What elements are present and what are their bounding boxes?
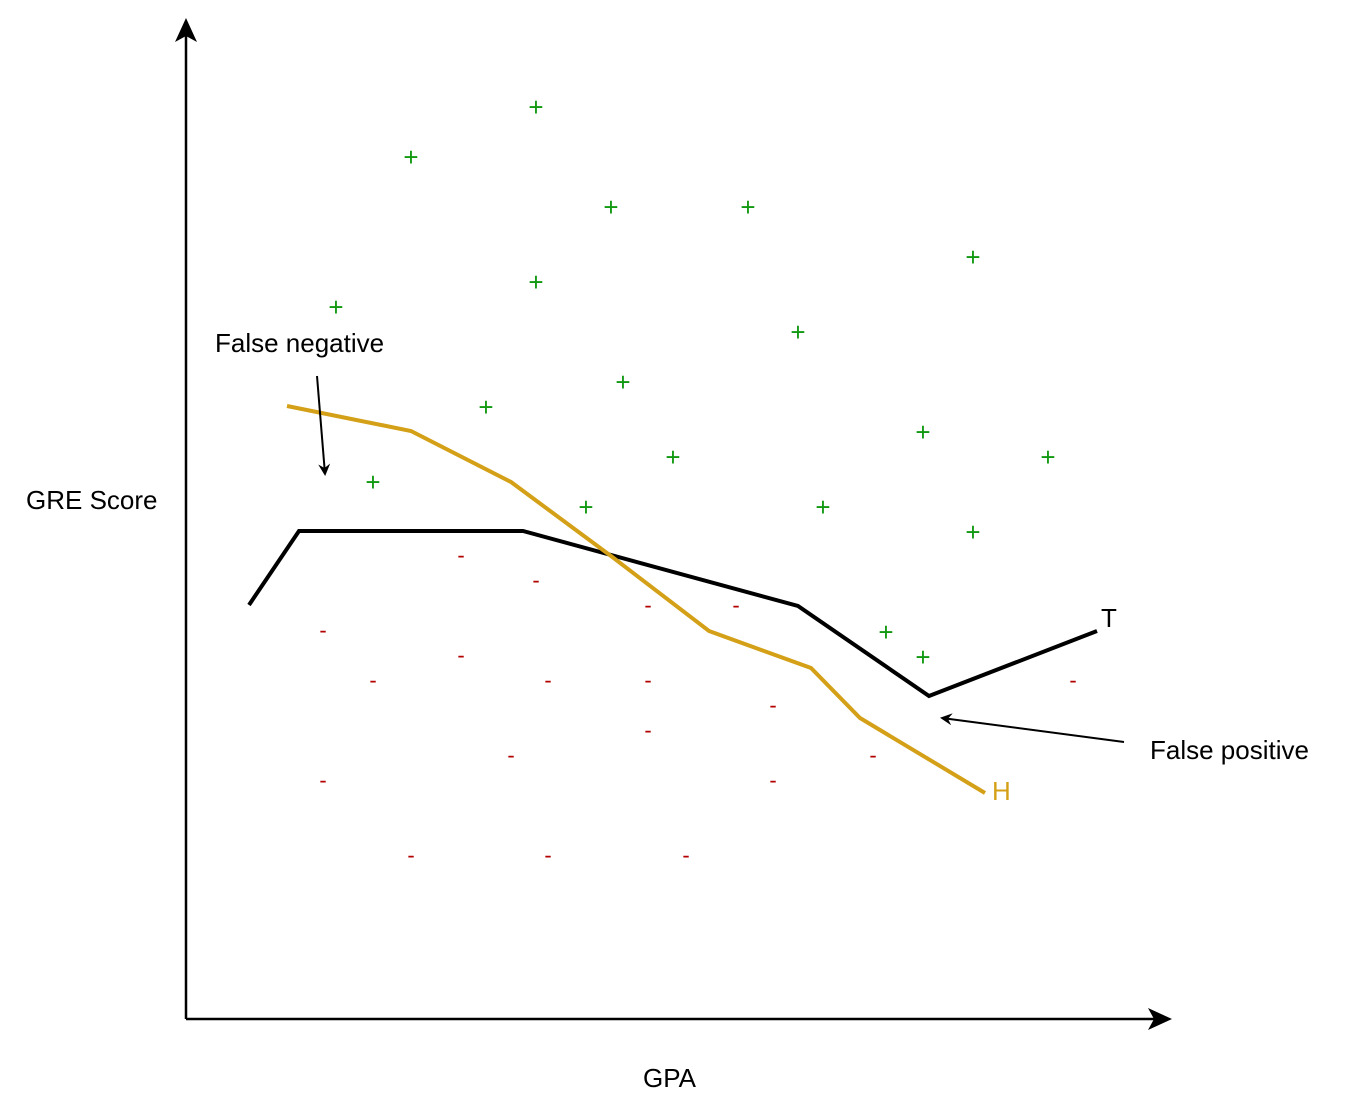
hypothesis-line-label: H (992, 776, 1011, 806)
positive-point: + (328, 292, 343, 322)
negative-point: - (644, 593, 651, 618)
negative-point: - (644, 718, 651, 743)
negative-point: - (407, 843, 414, 868)
positive-point: + (615, 367, 630, 397)
positive-point: + (915, 642, 930, 672)
negative-point: - (682, 843, 689, 868)
positive-point: + (403, 142, 418, 172)
negative-point: - (644, 668, 651, 693)
x-axis-arrowhead (1148, 1008, 1172, 1030)
positive-point: + (478, 392, 493, 422)
false-positive-arrow (940, 713, 1125, 743)
positive-point: + (1040, 442, 1055, 472)
negative-point: - (769, 693, 776, 718)
negative-point: - (457, 543, 464, 568)
negative-point: - (532, 568, 539, 593)
positive-point: + (528, 92, 543, 122)
positive-point: + (965, 242, 980, 272)
positive-point: + (740, 192, 755, 222)
positive-point: + (665, 442, 680, 472)
positive-point: + (790, 317, 805, 347)
positive-point: + (965, 517, 980, 547)
target-line-label: T (1101, 603, 1117, 633)
negative-point: - (869, 743, 876, 768)
hypothesis-boundary-line (286, 404, 987, 795)
negative-points: - - - - - - - - - - - - - - - - - - - (319, 543, 1076, 868)
negative-point: - (369, 668, 376, 693)
target-boundary-line (247, 529, 1098, 699)
positive-point: + (915, 417, 930, 447)
negative-point: - (507, 743, 514, 768)
positive-point: + (603, 192, 618, 222)
false-negative-arrow (316, 375, 331, 476)
negative-point: - (319, 768, 326, 793)
positive-point: + (878, 617, 893, 647)
positive-point: + (815, 492, 830, 522)
positive-point: + (528, 267, 543, 297)
negative-point: - (457, 643, 464, 668)
positive-point: + (365, 467, 380, 497)
axes (175, 18, 1172, 1030)
negative-point: - (544, 668, 551, 693)
false-negative-label: False negative (215, 328, 384, 358)
positive-points: + + + + + + + + + + + + + + + + + + + (328, 92, 1055, 672)
negative-point: - (1069, 668, 1076, 693)
x-axis-label: GPA (643, 1063, 697, 1093)
negative-point: - (544, 843, 551, 868)
y-axis-label: GRE Score (26, 485, 158, 515)
y-axis-arrowhead (175, 18, 197, 42)
false-positive-label: False positive (1150, 735, 1309, 765)
negative-point: - (319, 618, 326, 643)
negative-point: - (769, 768, 776, 793)
positive-point: + (578, 492, 593, 522)
negative-point: - (732, 593, 739, 618)
